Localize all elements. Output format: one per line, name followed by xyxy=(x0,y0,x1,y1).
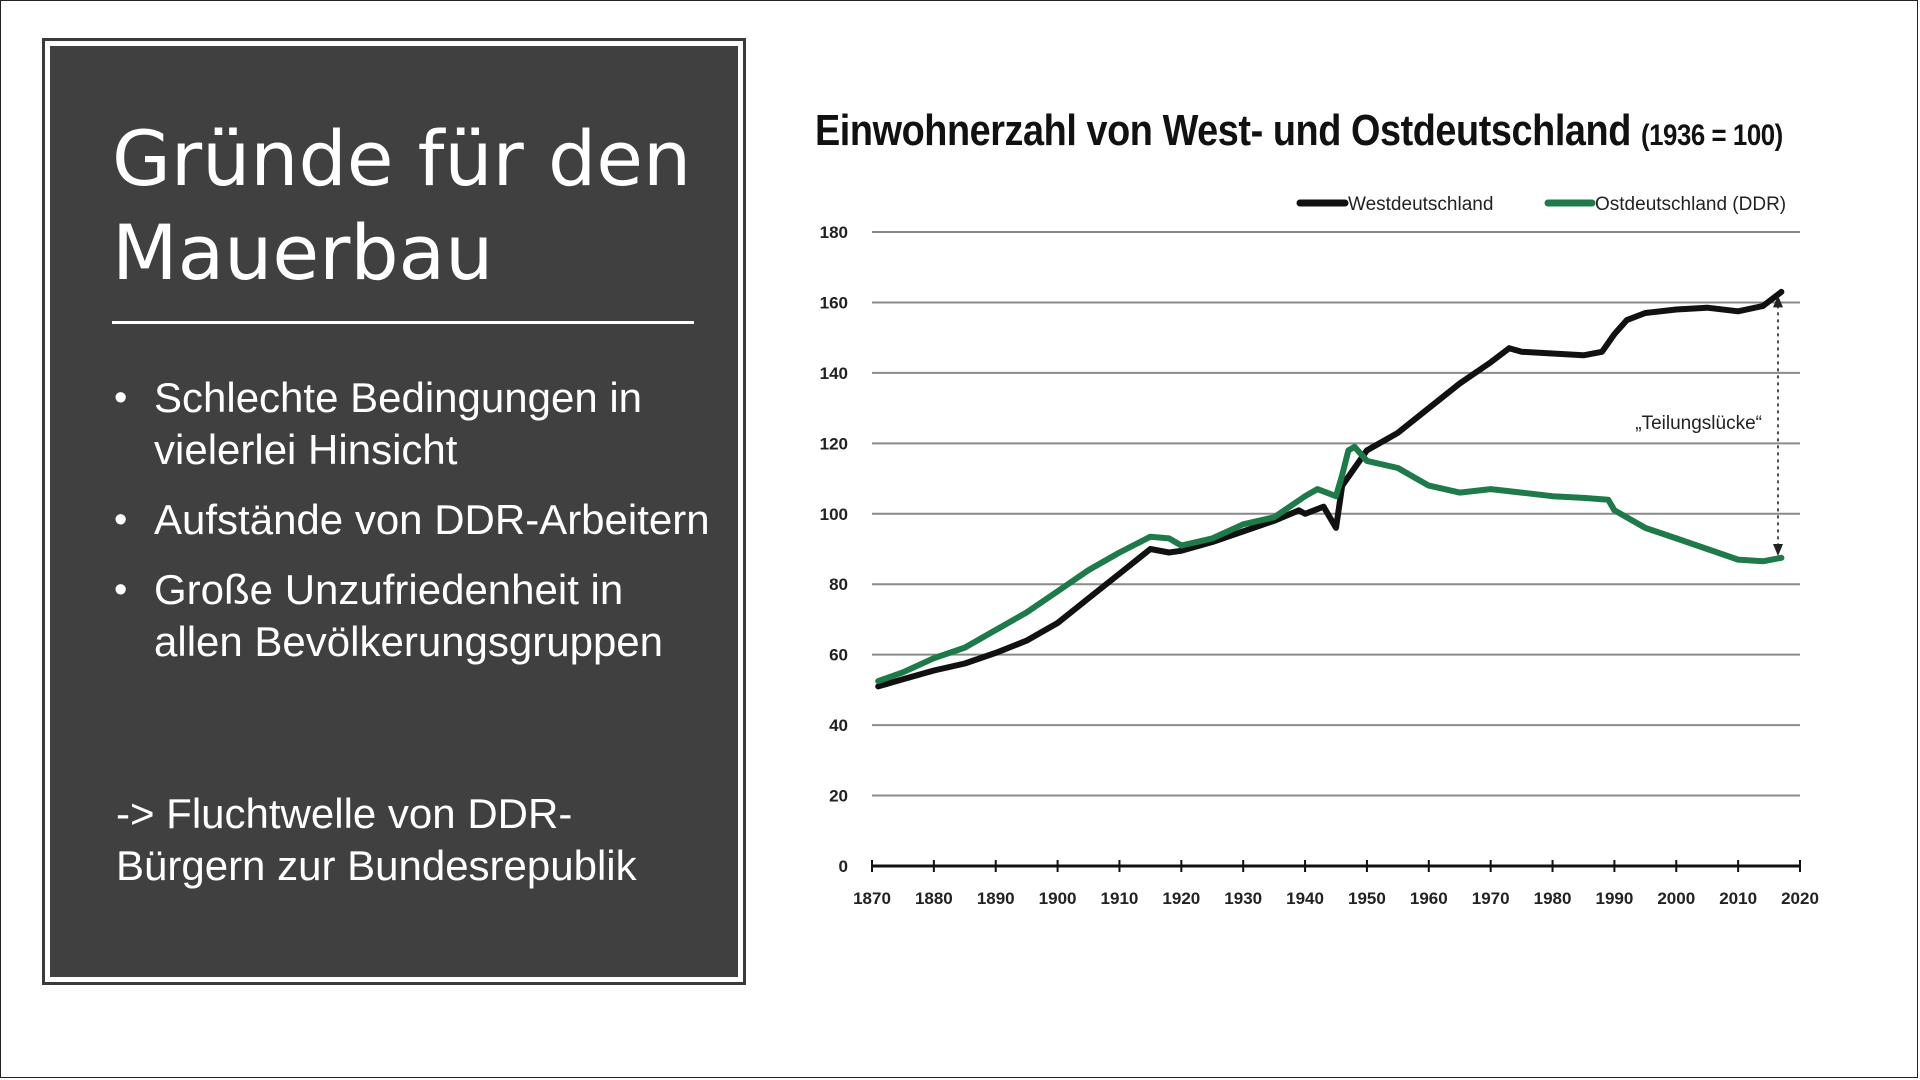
title-divider xyxy=(112,321,694,324)
panel-title: Gründe für den Mauerbau xyxy=(112,114,692,297)
x-tick-label: 1950 xyxy=(1348,889,1386,908)
x-tick-label: 1920 xyxy=(1162,889,1200,908)
bullet-dot-icon: • xyxy=(114,499,128,541)
x-tick-label: 1970 xyxy=(1472,889,1510,908)
x-tick-label: 1960 xyxy=(1410,889,1448,908)
chart-axes: 0 20 40 60 80 100 120 140 160 180 1870 1880 1890 1900… xyxy=(820,223,1819,908)
bullet-dot-icon: • xyxy=(114,569,128,611)
bullet-item: • Schlechte Bedingungen in vielerlei Hins… xyxy=(112,372,712,476)
chart-subtitle: (1936 = 100) xyxy=(1640,119,1783,152)
gap-arrow-down-icon xyxy=(1773,544,1783,557)
legend-label: Ostdeutschland (DDR) xyxy=(1595,194,1786,215)
y-tick-label: 20 xyxy=(829,787,848,806)
bullet-text: Große Unzufriedenheit in allen Bevölkeru… xyxy=(154,566,664,665)
bullet-list: • Schlechte Bedingungen in vielerlei Hins… xyxy=(112,372,712,686)
gap-annotation-label: „Teilungslücke“ xyxy=(1635,413,1762,434)
bullet-text: Aufstände von DDR-Arbeitern xyxy=(154,496,710,543)
bullet-text: Schlechte Bedingungen in vielerlei Hinsi… xyxy=(154,374,643,473)
x-tick-label: 1990 xyxy=(1595,889,1633,908)
chart-title-main: Einwohnerzahl von West- und Ostdeutschla… xyxy=(815,106,1631,155)
series-line-ostdeutschland xyxy=(875,443,1785,685)
conclusion-text: -> Fluchtwelle von DDR-Bürgern zur Bunde… xyxy=(116,790,637,889)
x-tick-label: 1930 xyxy=(1224,889,1262,908)
bullet-dot-icon: • xyxy=(114,377,128,419)
chart-series xyxy=(875,288,1785,690)
chart-legend: Westdeutschland Ostdeutschland (DDR) xyxy=(1296,194,1786,215)
legend-label: Westdeutschland xyxy=(1348,194,1493,215)
bullet-item: • Aufstände von DDR-Arbeitern xyxy=(112,494,712,546)
chart-title: Einwohnerzahl von West- und Ostdeutschla… xyxy=(815,106,1783,156)
left-text-panel: Gründe für den Mauerbau • Schlechte Bedin… xyxy=(42,38,746,985)
y-tick-label: 140 xyxy=(820,364,848,383)
y-tick-label: 60 xyxy=(829,646,848,665)
x-tick-label: 1890 xyxy=(977,889,1015,908)
x-tick-label: 1910 xyxy=(1101,889,1139,908)
y-tick-label: 40 xyxy=(829,716,848,735)
x-tick-label: 1880 xyxy=(915,889,953,908)
series-line-westdeutschland xyxy=(875,288,1785,690)
x-tick-label: 2000 xyxy=(1657,889,1695,908)
x-tick-label: 1870 xyxy=(853,889,891,908)
bullet-item: • Große Unzufriedenheit in allen Bevölker… xyxy=(112,564,712,668)
y-tick-label: 80 xyxy=(829,575,848,594)
x-tick-label: 1980 xyxy=(1534,889,1572,908)
chart-gridlines xyxy=(872,231,1800,797)
left-panel-background: Gründe für den Mauerbau • Schlechte Bedin… xyxy=(50,46,738,977)
chart-annotation: „Teilungslücke“ xyxy=(1635,295,1783,557)
x-tick-label: 2020 xyxy=(1781,889,1819,908)
y-tick-label: 120 xyxy=(820,434,848,453)
x-tick-label: 2010 xyxy=(1719,889,1757,908)
x-tick-label: 1900 xyxy=(1039,889,1077,908)
y-tick-label: 100 xyxy=(820,505,848,524)
y-tick-label: 160 xyxy=(820,293,848,312)
y-tick-label: 180 xyxy=(820,223,848,242)
y-tick-label: 0 xyxy=(839,857,848,876)
gap-arrow-up-icon xyxy=(1773,295,1783,308)
x-tick-label: 1940 xyxy=(1286,889,1324,908)
